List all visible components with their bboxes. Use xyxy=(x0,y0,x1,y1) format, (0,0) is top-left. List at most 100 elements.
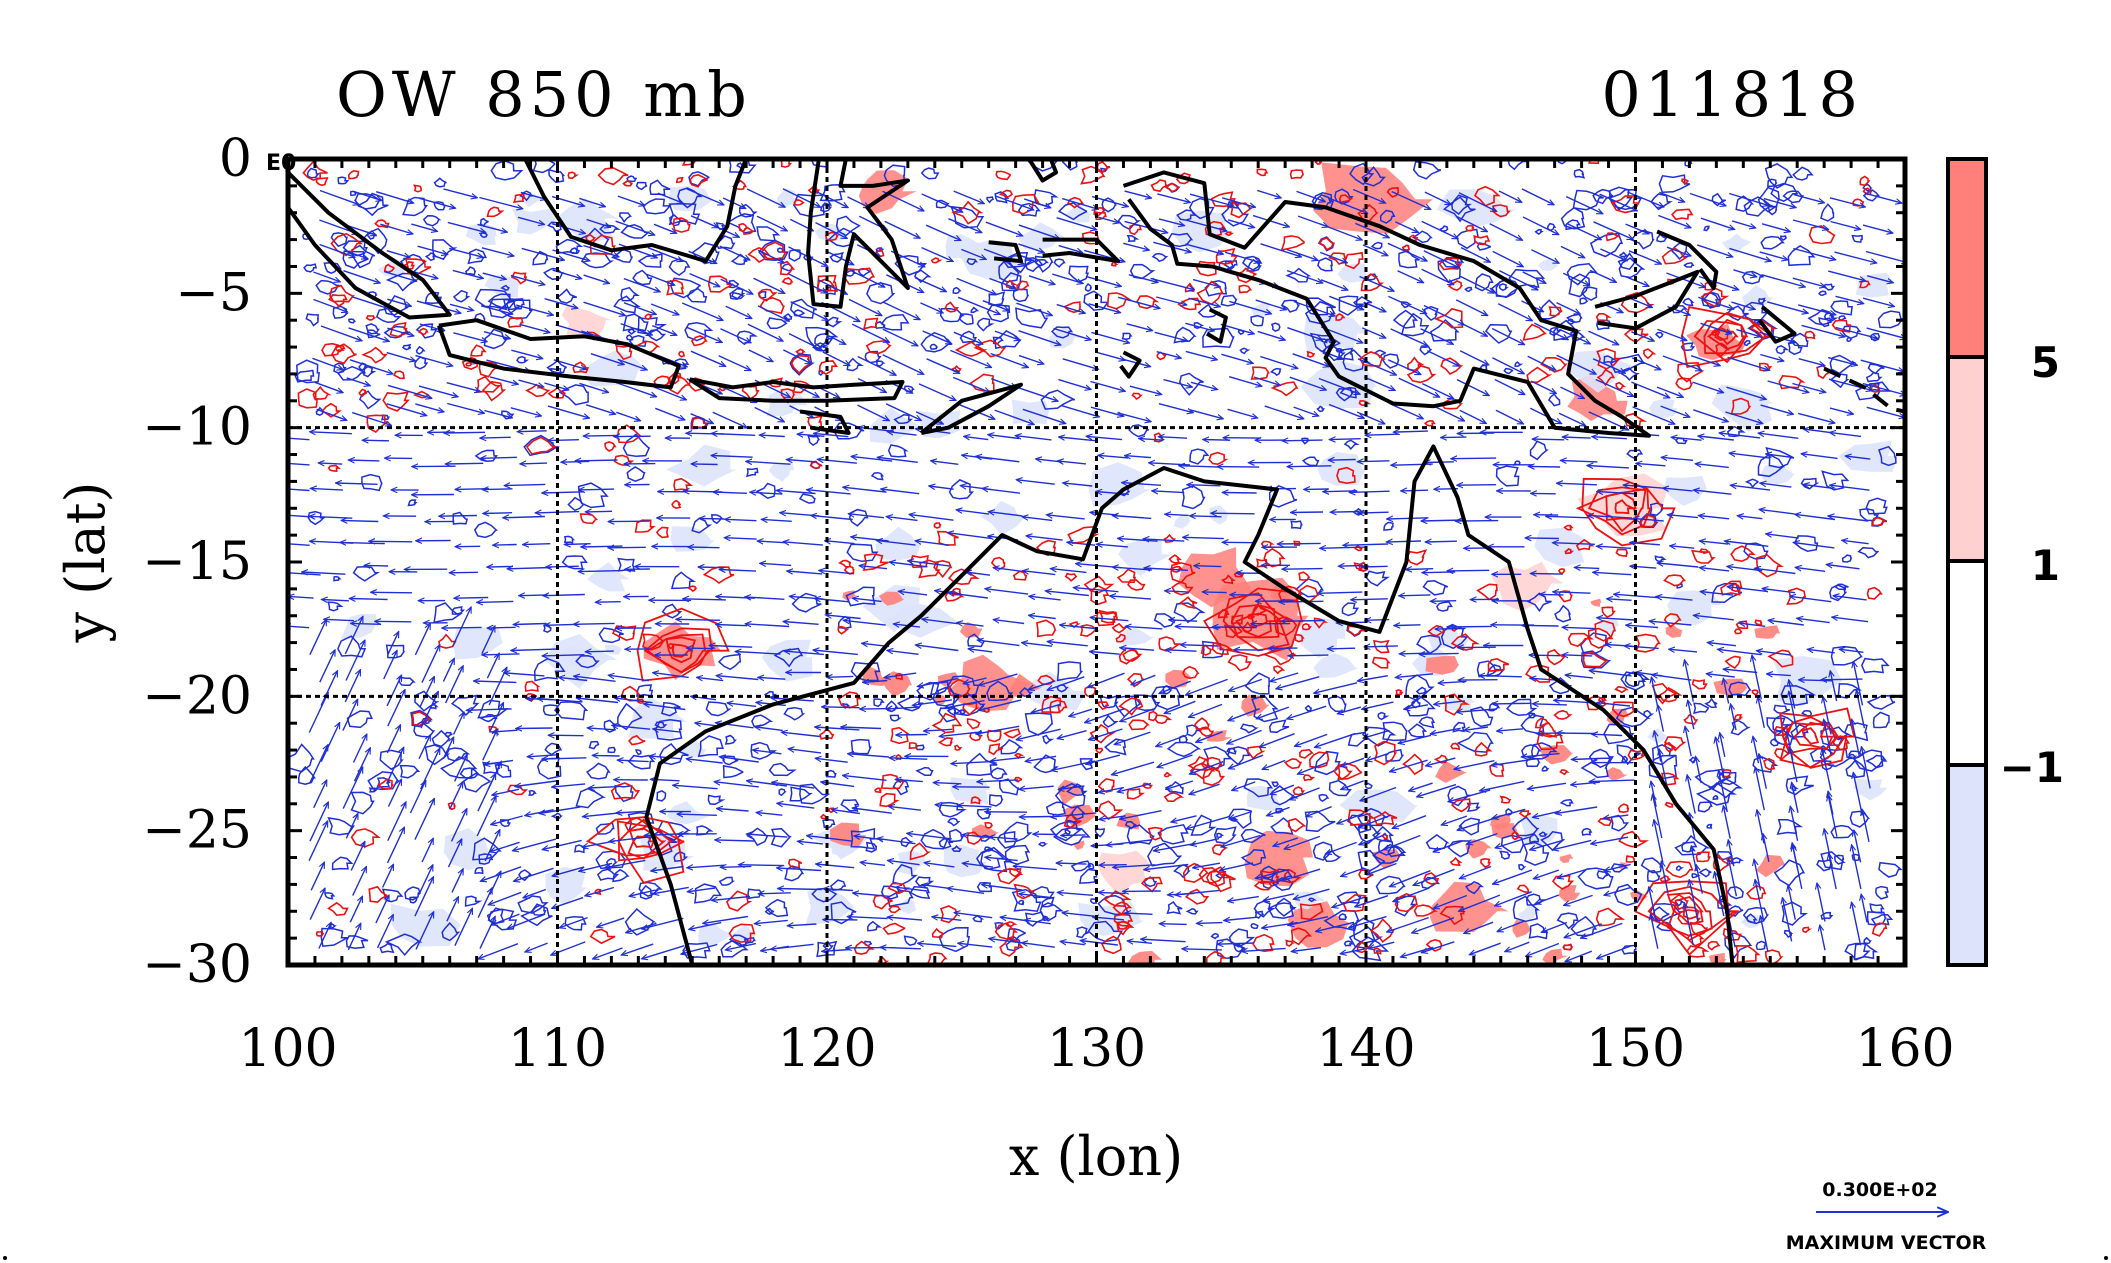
wind-vector xyxy=(442,627,482,628)
negative-contour xyxy=(1007,928,1027,943)
negative-contour xyxy=(1646,869,1661,883)
negative-contour xyxy=(893,414,914,424)
negative-contour xyxy=(1581,827,1593,836)
colorbar-bin-neutral xyxy=(1948,561,1986,765)
negative-contour xyxy=(349,190,358,196)
colorbar-label-5: 5 xyxy=(2031,338,2060,387)
negative-contour xyxy=(462,772,491,793)
negative-contour xyxy=(331,856,354,871)
negative-contour xyxy=(1755,940,1767,951)
negative-contour xyxy=(424,252,437,262)
negative-contour xyxy=(415,345,426,355)
negative-contour xyxy=(1845,759,1868,779)
negative-contour xyxy=(691,517,713,534)
positive-contour xyxy=(1298,571,1311,581)
negative-contour xyxy=(345,935,369,949)
negative-contour xyxy=(1573,168,1586,179)
wind-vector xyxy=(1492,703,1531,704)
wind-vector xyxy=(1525,538,1559,539)
negative-contour xyxy=(1150,685,1182,711)
positive-contour xyxy=(1563,524,1574,531)
wind-vector xyxy=(1288,655,1329,656)
negative-contour xyxy=(1829,584,1848,602)
wind-vector xyxy=(1217,467,1260,468)
wind-vector xyxy=(1419,653,1459,654)
negative-contour xyxy=(1500,834,1525,854)
wind-vector xyxy=(523,544,551,545)
negative-contour xyxy=(1656,233,1668,243)
wind-vector xyxy=(369,541,413,542)
x-tick-label: 130 xyxy=(1047,1019,1146,1079)
negative-contour xyxy=(1820,203,1835,222)
wind-vector xyxy=(578,571,619,572)
negative-contour xyxy=(474,288,513,311)
negative-contour xyxy=(635,181,648,191)
wind-vector xyxy=(1099,865,1127,866)
negative-contour xyxy=(532,250,549,266)
negative-contour xyxy=(361,227,388,255)
negative-contour xyxy=(1017,202,1041,217)
negative-contour xyxy=(1365,570,1390,587)
negative-contour xyxy=(1610,814,1630,832)
negative-contour xyxy=(1316,405,1325,413)
negative-contour xyxy=(830,901,857,925)
negative-contour xyxy=(1675,865,1684,872)
wind-vector xyxy=(364,565,389,566)
negative-contour xyxy=(1049,821,1083,842)
negative-contour xyxy=(446,747,471,762)
negative-contour xyxy=(506,298,525,311)
positive-contour xyxy=(634,519,656,533)
wind-vector xyxy=(1211,513,1255,514)
negative-contour xyxy=(1318,793,1330,802)
positive-contour xyxy=(1423,420,1436,427)
negative-contour xyxy=(1304,704,1312,712)
negative-contour xyxy=(518,869,533,882)
negative-contour xyxy=(1860,657,1890,674)
negative-contour xyxy=(770,827,792,848)
negative-contour xyxy=(1656,921,1674,932)
negative-contour xyxy=(1151,252,1169,263)
negative-contour xyxy=(637,253,663,268)
wind-vector xyxy=(1425,541,1457,542)
wind-vector xyxy=(483,513,513,514)
wind-vector xyxy=(1330,512,1360,513)
ow-shade-patch xyxy=(666,801,710,825)
negative-contour xyxy=(620,224,651,239)
wind-vector xyxy=(1406,569,1434,570)
negative-contour xyxy=(1522,841,1550,866)
corner-dot xyxy=(2104,1256,2108,1260)
wind-vector xyxy=(1203,440,1231,441)
negative-contour xyxy=(1270,322,1281,332)
wind-vector xyxy=(699,518,725,519)
negative-contour xyxy=(1392,309,1419,329)
negative-contour xyxy=(816,940,838,958)
positive-contour xyxy=(820,813,829,820)
x-tick-label: 120 xyxy=(777,1019,876,1079)
negative-contour xyxy=(1290,520,1303,530)
negative-contour xyxy=(1166,741,1202,758)
negative-contour xyxy=(422,215,442,227)
negative-contour xyxy=(1361,726,1397,747)
negative-contour xyxy=(483,328,509,350)
negative-contour xyxy=(620,286,640,302)
negative-contour xyxy=(846,543,879,563)
negative-contour xyxy=(731,291,746,300)
positive-contour xyxy=(547,386,566,399)
positive-contour xyxy=(297,388,318,409)
negative-contour xyxy=(1343,940,1354,947)
wind-vector xyxy=(573,623,615,624)
wind-vector xyxy=(686,648,714,649)
wind-vector xyxy=(1282,440,1323,441)
negative-contour xyxy=(1775,344,1790,355)
negative-contour xyxy=(1766,717,1791,737)
wind-vector xyxy=(1451,458,1497,459)
wind-vector xyxy=(482,489,513,490)
negative-contour xyxy=(1451,194,1472,215)
negative-contour xyxy=(1271,781,1280,788)
ow-shade-patch xyxy=(1754,625,1781,639)
ow-shade-patch xyxy=(1537,259,1559,272)
negative-contour xyxy=(745,937,756,945)
negative-contour xyxy=(1620,671,1651,691)
negative-contour xyxy=(1045,801,1066,816)
negative-contour xyxy=(1743,340,1751,347)
